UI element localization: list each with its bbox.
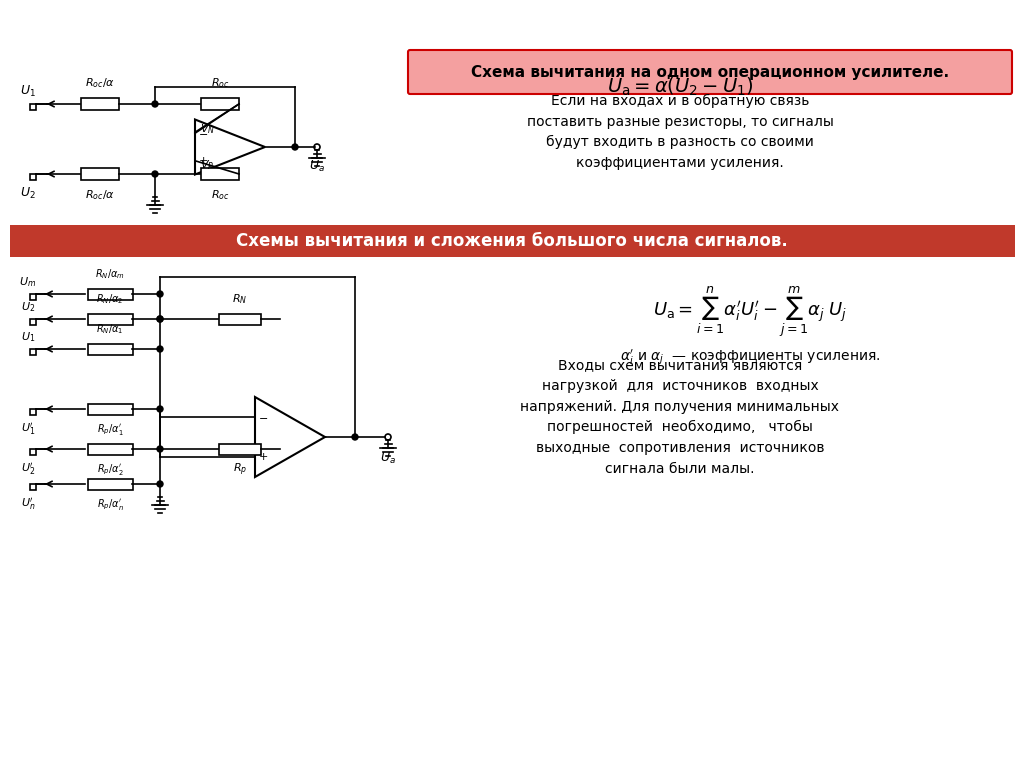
- Bar: [87, 403, 132, 414]
- Text: $R_{oc}/\alpha$: $R_{oc}/\alpha$: [85, 76, 115, 90]
- Text: $U_{\mathrm{a}} = \sum_{i=1}^{n} \alpha_i' U_i' - \sum_{j=1}^{m} \alpha_j \; U_j: $U_{\mathrm{a}} = \sum_{i=1}^{n} \alpha_…: [653, 285, 847, 339]
- Circle shape: [157, 446, 163, 452]
- Text: $V_P$: $V_P$: [200, 158, 214, 172]
- Text: $U_2'$: $U_2'$: [20, 461, 35, 477]
- Bar: [30, 174, 36, 180]
- Circle shape: [152, 101, 158, 107]
- Text: $U_1$: $U_1$: [20, 84, 36, 99]
- Text: $R_p$: $R_p$: [232, 462, 247, 479]
- Text: $R_p/\alpha_n'$: $R_p/\alpha_n'$: [96, 497, 124, 512]
- Bar: [219, 443, 261, 455]
- Text: $R_{oc}$: $R_{oc}$: [211, 76, 229, 90]
- Bar: [201, 98, 239, 110]
- Text: $+$: $+$: [258, 452, 268, 463]
- Text: $U_2$: $U_2$: [20, 300, 35, 314]
- Bar: [201, 168, 239, 180]
- Circle shape: [157, 481, 163, 487]
- Bar: [30, 319, 36, 325]
- Circle shape: [352, 434, 358, 440]
- Bar: [219, 314, 261, 324]
- Text: $R_p/\alpha_2'$: $R_p/\alpha_2'$: [96, 462, 123, 477]
- Text: Схема вычитания на одном операционном усилителе.: Схема вычитания на одном операционном ус…: [471, 64, 949, 80]
- Circle shape: [157, 406, 163, 412]
- Text: $R_N$: $R_N$: [232, 292, 248, 306]
- Text: $R_{oc}/\alpha$: $R_{oc}/\alpha$: [85, 188, 115, 202]
- Text: $U_n'$: $U_n'$: [20, 496, 35, 512]
- Bar: [10, 225, 1015, 257]
- Bar: [87, 344, 132, 354]
- Text: $R_{oc}$: $R_{oc}$: [211, 188, 229, 202]
- Bar: [30, 294, 36, 300]
- Bar: [81, 168, 119, 180]
- Bar: [81, 98, 119, 110]
- Bar: [30, 449, 36, 455]
- Text: Схемы вычитания и сложения большого числа сигналов.: Схемы вычитания и сложения большого числ…: [237, 232, 787, 250]
- Text: Если на входах и в обратную связь
поставить разные резисторы, то сигналы
будут в: Если на входах и в обратную связь постав…: [526, 94, 834, 170]
- Text: $V_N$: $V_N$: [200, 123, 215, 137]
- Text: $U_{\mathrm{a}} = \alpha(U_2 - U_1)$: $U_{\mathrm{a}} = \alpha(U_2 - U_1)$: [607, 76, 754, 98]
- Bar: [87, 314, 132, 324]
- Bar: [30, 104, 36, 110]
- Circle shape: [157, 291, 163, 297]
- Circle shape: [152, 171, 158, 177]
- Circle shape: [157, 346, 163, 352]
- Text: $U_m$: $U_m$: [19, 275, 37, 289]
- Text: $-$: $-$: [198, 128, 208, 138]
- Bar: [30, 409, 36, 415]
- FancyBboxPatch shape: [408, 50, 1012, 94]
- Text: $R_p/\alpha_1'$: $R_p/\alpha_1'$: [96, 422, 123, 436]
- Text: $U_a$: $U_a$: [309, 159, 325, 174]
- Text: $R_N/\alpha_2$: $R_N/\alpha_2$: [96, 292, 124, 306]
- Text: $R_N/\alpha_m$: $R_N/\alpha_m$: [95, 267, 125, 281]
- Bar: [87, 479, 132, 489]
- Circle shape: [157, 316, 163, 322]
- Bar: [30, 349, 36, 355]
- Text: $U_2$: $U_2$: [20, 186, 36, 201]
- Text: Входы схем вычитания являются
нагрузкой  для  источников  входных
напряжений. Дл: Входы схем вычитания являются нагрузкой …: [520, 358, 840, 476]
- Bar: [30, 484, 36, 490]
- Text: $U_1'$: $U_1'$: [20, 421, 35, 437]
- Text: $R_N/\alpha_1$: $R_N/\alpha_1$: [96, 322, 124, 336]
- Text: $\alpha_i'$ и $\alpha_j$  — коэффициенты усиления.: $\alpha_i'$ и $\alpha_j$ — коэффициенты …: [620, 347, 881, 367]
- Bar: [87, 443, 132, 455]
- Text: $+$: $+$: [198, 155, 208, 166]
- Bar: [87, 288, 132, 299]
- Text: $U_1$: $U_1$: [20, 331, 35, 344]
- Text: $U_a$: $U_a$: [380, 451, 396, 466]
- Text: $-$: $-$: [258, 412, 268, 422]
- Circle shape: [157, 316, 163, 322]
- Circle shape: [292, 144, 298, 150]
